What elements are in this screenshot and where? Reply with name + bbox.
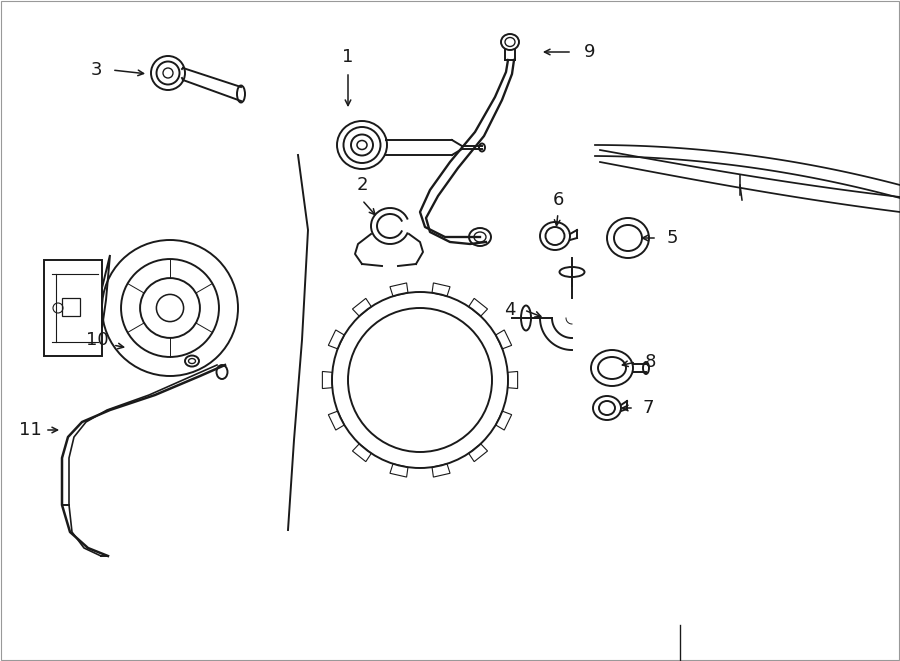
Text: 2: 2 <box>356 176 368 194</box>
Text: 11: 11 <box>19 421 41 439</box>
Text: 9: 9 <box>584 43 596 61</box>
Bar <box>62 298 80 316</box>
Bar <box>44 260 102 356</box>
Text: 1: 1 <box>342 48 354 66</box>
Text: 5: 5 <box>666 229 678 247</box>
Text: 6: 6 <box>553 191 563 209</box>
Text: 4: 4 <box>504 301 516 319</box>
Text: 8: 8 <box>644 353 656 371</box>
Text: 3: 3 <box>90 61 102 79</box>
Text: 7: 7 <box>643 399 653 417</box>
Text: 10: 10 <box>86 331 108 349</box>
